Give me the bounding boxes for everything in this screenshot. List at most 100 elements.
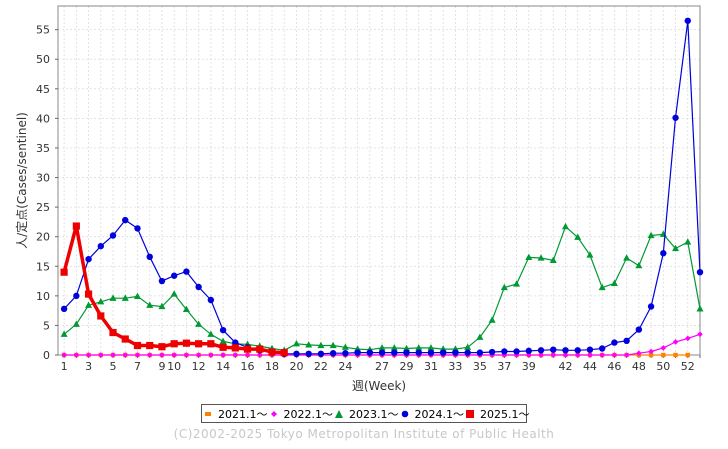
data-point-2023 <box>598 283 606 291</box>
data-point-2025 <box>158 343 166 351</box>
data-point-2023 <box>305 341 313 348</box>
data-point-2023 <box>170 290 178 297</box>
legend-item-2021: 2021.1～ <box>202 406 268 422</box>
data-point-2024 <box>684 17 691 24</box>
data-point-2024 <box>635 326 643 333</box>
data-point-2021 <box>648 352 654 358</box>
x-tick-label: 14 <box>216 360 230 373</box>
data-point-2022 <box>195 352 202 358</box>
data-point-2023 <box>72 320 80 327</box>
data-point-2022 <box>574 352 581 358</box>
data-point-2022 <box>244 352 251 358</box>
data-point-2024 <box>378 349 386 356</box>
data-point-2023 <box>464 343 472 350</box>
data-point-2024 <box>207 296 215 304</box>
data-point-2022 <box>636 350 642 357</box>
data-point-2022 <box>146 352 153 358</box>
data-point-2022 <box>587 352 593 358</box>
data-point-2024 <box>122 216 129 224</box>
data-point-2023 <box>195 320 203 327</box>
legend-item-2022: 2022.1～ <box>268 406 333 422</box>
data-point-2023 <box>146 301 154 308</box>
x-tick-label: 20 <box>289 360 303 373</box>
data-point-2024 <box>598 345 606 352</box>
data-point-2024 <box>305 350 312 358</box>
data-point-2024 <box>60 305 68 313</box>
data-point-2023 <box>525 253 533 260</box>
legend-marker-triangle-green-icon <box>335 409 343 418</box>
legend-item-2025: 2025.1～ <box>464 406 530 422</box>
data-point-2024 <box>366 349 374 356</box>
data-point-2022 <box>538 352 544 358</box>
x-tick-label: 9 <box>158 360 165 373</box>
data-point-2025 <box>72 222 80 230</box>
data-point-2024 <box>109 232 117 239</box>
data-point-2024 <box>427 349 435 356</box>
data-point-2023 <box>488 316 496 323</box>
data-point-2022 <box>171 352 177 358</box>
legend: 2021.1～ 2022.1～ 2023.1～ 2024.1～ 2025.1～ <box>201 404 530 423</box>
legend-item-2024: 2024.1～ <box>399 406 464 422</box>
data-point-2024 <box>342 350 349 357</box>
data-point-2023 <box>586 251 594 258</box>
x-tick-label: 3 <box>85 360 92 373</box>
data-point-2024 <box>354 349 361 356</box>
data-point-2023 <box>158 302 166 310</box>
data-point-2022 <box>256 352 263 358</box>
y-tick-label: 30 <box>36 172 50 185</box>
data-point-2024 <box>623 337 630 345</box>
legend-label-2021: 2021.1～ <box>218 407 268 421</box>
data-point-2023 <box>500 283 508 291</box>
legend-marker-square-red-icon <box>466 409 474 418</box>
data-point-2022 <box>660 345 667 351</box>
data-point-2025 <box>170 340 178 348</box>
data-point-2025 <box>109 328 117 337</box>
x-tick-label: 31 <box>424 360 438 373</box>
data-point-2024 <box>146 253 153 261</box>
data-point-2023 <box>121 294 129 301</box>
data-point-2024 <box>170 272 178 279</box>
data-point-2025 <box>121 335 129 343</box>
data-point-2022 <box>550 352 557 358</box>
data-point-2023 <box>292 339 300 347</box>
data-point-2024 <box>195 283 202 291</box>
data-point-2024 <box>696 268 704 276</box>
x-tick-label: 16 <box>241 360 255 373</box>
data-point-2023 <box>513 280 521 287</box>
x-tick-label: 22 <box>314 360 328 373</box>
data-point-2024 <box>464 349 471 356</box>
data-point-2024 <box>562 347 569 354</box>
data-point-2024 <box>476 349 484 356</box>
data-point-2024 <box>660 250 667 257</box>
data-point-2024 <box>85 255 92 263</box>
data-point-2022 <box>513 352 520 358</box>
data-point-2025 <box>207 340 215 348</box>
data-point-2023 <box>610 279 618 287</box>
data-point-2023 <box>696 305 704 312</box>
data-point-2022 <box>208 352 214 358</box>
x-tick-label: 44 <box>583 360 597 373</box>
x-tick-label: 1 <box>61 360 68 373</box>
x-tick-label: 37 <box>497 360 511 373</box>
data-point-2023 <box>317 341 325 349</box>
data-point-2024 <box>537 347 545 354</box>
data-point-2025 <box>219 343 227 351</box>
data-point-2023 <box>635 261 643 269</box>
data-point-2025 <box>231 344 239 352</box>
y-tick-label: 55 <box>36 24 50 37</box>
x-tick-label: 50 <box>656 360 670 373</box>
data-point-2023 <box>684 238 692 245</box>
copyright-credit: (C)2002-2025 Tokyo Metropolitan Institut… <box>173 427 555 441</box>
data-point-2023 <box>403 344 411 352</box>
data-point-2022 <box>232 352 239 358</box>
data-point-2025 <box>195 340 203 348</box>
data-point-2022 <box>623 352 630 358</box>
data-point-2024 <box>586 346 594 353</box>
data-point-2023 <box>60 330 68 337</box>
data-point-2024 <box>293 350 300 358</box>
legend-marker-square-orange-icon <box>205 411 211 416</box>
data-point-2025 <box>268 348 276 356</box>
data-point-2023 <box>133 292 141 300</box>
data-point-2023 <box>329 341 337 349</box>
